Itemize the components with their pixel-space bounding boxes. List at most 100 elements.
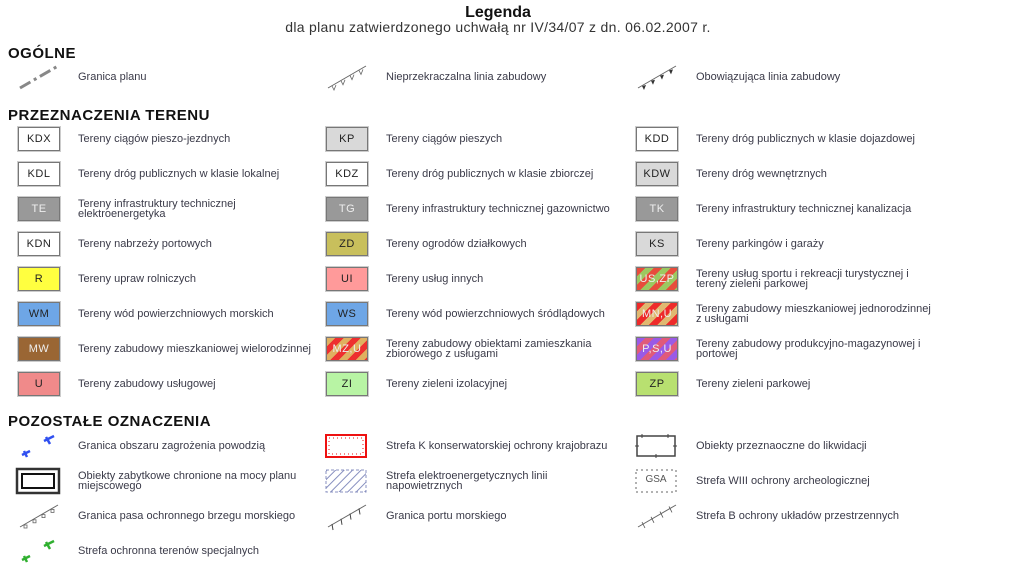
section-heading-general: OGÓLNE (8, 45, 77, 62)
terrain-code: WS (337, 308, 357, 320)
legend-item: Tereny dróg publicznych w klasie dojazdo… (636, 121, 936, 157)
terrain-swatch: TK (636, 197, 678, 221)
terrain-swatch: ZI (326, 372, 368, 396)
terrain-swatch: KS (636, 232, 678, 256)
legend-item-label: Obiekty zabytkowe chronione na mocy plan… (78, 470, 297, 492)
legend-item-label: Nieprzekraczalna linia zabudowy (386, 71, 547, 83)
green-tick-line-icon (14, 536, 62, 566)
terrain-swatch: MZ,U (326, 337, 368, 361)
terrain-swatch: KDD (636, 127, 678, 151)
terrain-swatch: KDX (18, 127, 60, 151)
legend-item: Tereny zabudowy produkcyjno-magazynowej … (636, 331, 936, 367)
marked-box-icon (632, 431, 680, 461)
terrain-code: KDX (26, 133, 52, 145)
legend-item-label: Tereny wód powierzchniowych śródlądowych (386, 308, 605, 320)
terrain-code: KS (649, 238, 665, 250)
legend-item-label: Obowiązująca linia zabudowy (696, 71, 841, 83)
legend-item: Tereny parkingów i garaży KS (636, 226, 936, 262)
terrain-code: U (34, 378, 44, 390)
legend-item: Strefa ochronna terenów specjalnych (18, 533, 318, 569)
terrain-swatch: P,S,U (636, 337, 678, 361)
legend-item: Tereny zabudowy usługowej U (18, 366, 318, 402)
terrain-swatch: UI (326, 267, 368, 291)
terrain-swatch: R (18, 267, 60, 291)
legend-item-label: Tereny usług sportu i rekreacji turystyc… (696, 268, 909, 290)
legend-item: Tereny dróg publicznych w klasie zbiorcz… (326, 156, 626, 192)
legend-item-label: Obiekty przeznaoczne do likwidacji (696, 440, 867, 452)
legend-item-label: Tereny zabudowy usługowej (78, 378, 216, 390)
legend-item: Tereny wód powierzchniowych morskich WM (18, 296, 318, 332)
legend-item-label: Tereny dróg publicznych w klasie lokalne… (78, 168, 280, 180)
legend-item: Tereny zabudowy mieszkaniowej wielorodzi… (18, 331, 318, 367)
legend-item-label: Granica portu morskiego (386, 510, 507, 522)
terrain-code: WM (28, 308, 50, 320)
terrain-swatch: KDL (18, 162, 60, 186)
legend-item-label: Granica planu (78, 71, 147, 83)
zone-b-line-icon (632, 501, 680, 531)
legend-item-label: Tereny ciągów pieszych (386, 133, 503, 145)
legend-item: Tereny zabudowy obiektami zamieszkania z… (326, 331, 626, 367)
gsa-box-icon: GSA (632, 466, 680, 496)
terrain-code: ZD (339, 238, 355, 250)
terrain-code: MW (28, 343, 50, 355)
double-box-icon (14, 466, 62, 496)
legend-item: Nieprzekraczalna linia zabudowy (326, 59, 626, 95)
legend-item-label: Tereny zieleni izolacyjnej (386, 378, 508, 390)
legend-item-label: Tereny infrastruktury technicznej kanali… (696, 203, 912, 215)
legend-item: Obiekty zabytkowe chronione na mocy plan… (15, 463, 318, 499)
legend-item: Tereny infrastruktury technicznej gazown… (326, 191, 626, 227)
legend-item: Granica planu (18, 59, 318, 95)
hatched-box-icon (322, 466, 370, 496)
legend-item-label: Tereny zabudowy mieszkaniowej wielorodzi… (78, 343, 311, 355)
red-dotted-box-icon (322, 431, 370, 461)
legend-item-label: Tereny usług innych (386, 273, 484, 285)
terrain-code: KP (339, 133, 355, 145)
terrain-code: TE (31, 203, 47, 215)
terrain-code: US,ZP (639, 273, 675, 285)
terrain-swatch: TE (18, 197, 60, 221)
terrain-swatch: WS (326, 302, 368, 326)
legend-item-label: Tereny dróg wewnętrznych (696, 168, 827, 180)
blue-tick-line-icon (14, 431, 62, 461)
terrain-code: MZ,U (332, 343, 362, 355)
legend-item: Tereny ciągów pieszych KP (326, 121, 626, 157)
terrain-swatch: TG (326, 197, 368, 221)
terrain-swatch: U (18, 372, 60, 396)
legend-item: Obowiązująca linia zabudowy (636, 59, 936, 95)
legend-item-label: Tereny ciągów pieszo-jezdnych (78, 133, 231, 145)
terrain-swatch: ZD (326, 232, 368, 256)
terrain-swatch: MN,U (636, 302, 678, 326)
legend-item-label: Strefa K konserwatorskiej ochrony krajob… (386, 440, 608, 452)
legend-item: Obiekty przeznaoczne do likwidacji (635, 428, 936, 464)
legend-item-label: Granica pasa ochronnego brzegu morskiego (78, 510, 296, 522)
legend-item-label: Tereny zieleni parkowej (696, 378, 811, 390)
legend-item: Tereny dróg wewnętrznych KDW (636, 156, 936, 192)
terrain-code: TK (649, 203, 665, 215)
terrain-code: ZP (649, 378, 665, 390)
legend-item: Strefa B ochrony układów przestrzennych (636, 498, 936, 534)
legend-item-label: Strefa elektroenergetycznych linii napow… (386, 470, 548, 492)
terrain-code: KDD (644, 133, 670, 145)
legend-item: Strefa K konserwatorskiej ochrony krajob… (325, 428, 626, 464)
legend-item: Granica portu morskiego (326, 498, 626, 534)
legend-item-label: Strefa ochronna terenów specjalnych (78, 545, 259, 557)
legend-item-label: Tereny infrastruktury technicznej gazown… (386, 203, 610, 215)
legend-item: Tereny wód powierzchniowych śródlądowych… (326, 296, 626, 332)
terrain-code: KDW (643, 168, 671, 180)
terrain-swatch: KDW (636, 162, 678, 186)
legend-item: Tereny zieleni izolacyjnej ZI (326, 366, 626, 402)
terrain-code: KDL (27, 168, 51, 180)
terrain-swatch: ZP (636, 372, 678, 396)
legend-title: Legenda (465, 4, 531, 21)
terrain-swatch: KDZ (326, 162, 368, 186)
legend-subtitle: dla planu zatwierdzonego uchwałą nr IV/3… (285, 19, 711, 35)
legend-item: Tereny nabrzeży portowych KDN (18, 226, 318, 262)
legend-item: Strefa elektroenergetycznych linii napow… (325, 463, 626, 499)
legend-item: Tereny infrastruktury technicznej elektr… (18, 191, 318, 227)
boundary-line-filled-ticks-icon (632, 62, 680, 92)
legend-item-label: Tereny zabudowy produkcyjno-magazynowej … (696, 338, 921, 360)
legend-item-label: Tereny parkingów i garaży (696, 238, 824, 250)
terrain-swatch: WM (18, 302, 60, 326)
terrain-code: TG (338, 203, 356, 215)
port-line-icon (322, 501, 370, 531)
